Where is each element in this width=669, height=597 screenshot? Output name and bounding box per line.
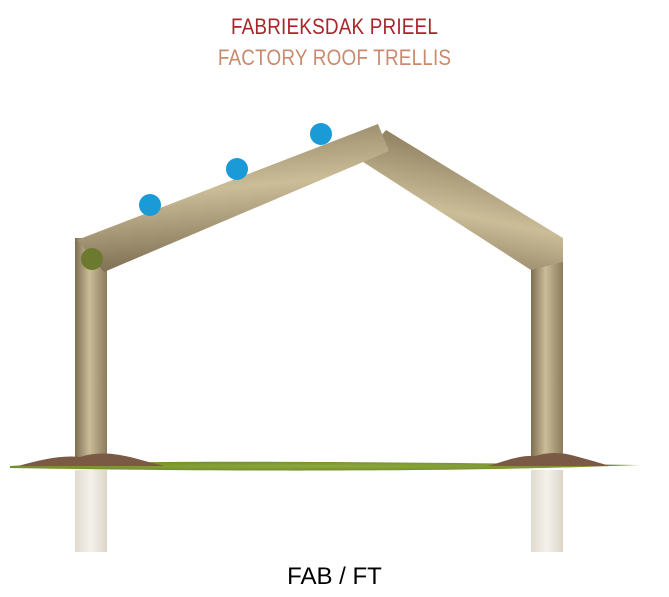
right-post — [531, 238, 563, 466]
title-english: FACTORY ROOF TRELLIS — [217, 45, 452, 70]
fixing-dot-icon — [226, 158, 248, 180]
left-rafter — [77, 124, 389, 272]
left-soil-mound — [18, 453, 165, 466]
right-soil-mound — [488, 453, 610, 466]
title-dutch: FABRIEKSDAK PRIEEL — [230, 14, 439, 39]
product-code: FAB / FT — [287, 563, 382, 590]
joint-bolt-icon — [81, 248, 103, 270]
left-post — [75, 238, 107, 466]
right-rafter — [360, 130, 563, 270]
fixing-dot-icon — [139, 194, 161, 216]
fixing-dot-icon — [310, 123, 332, 145]
right-post-underground — [531, 470, 563, 552]
left-post-underground — [75, 470, 107, 552]
ground-grass — [10, 461, 640, 471]
